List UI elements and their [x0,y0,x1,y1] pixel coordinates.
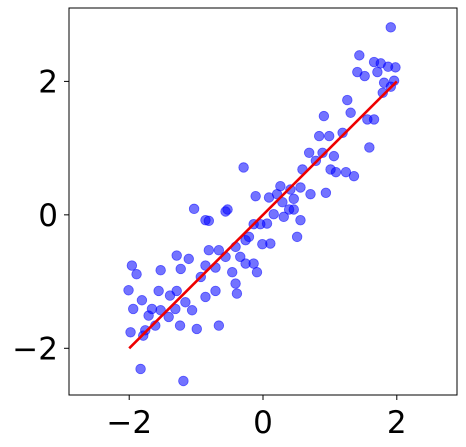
data-point [213,245,225,256]
data-point [231,288,243,299]
y-tick-label: 0 [38,198,58,234]
data-point [305,188,316,200]
data-point [175,263,186,275]
data-point [131,269,142,280]
data-point [186,305,198,316]
data-point [136,295,148,306]
data-point [188,203,200,215]
data-point [342,94,353,106]
data-point [295,214,306,226]
data-point [126,260,138,271]
data-point [170,303,181,315]
data-point [230,278,241,289]
data-point [178,375,189,387]
data-point [123,285,134,296]
data-point [288,204,299,215]
data-point [135,363,146,375]
data-point [268,208,279,220]
data-point [295,182,306,193]
data-point [203,215,215,227]
regression-line-layer [128,80,398,350]
data-point [248,258,259,269]
data-point [324,130,335,142]
data-point [203,245,215,256]
scatter-points [123,22,401,387]
x-axis-ticks: −2 0 2 [106,395,407,441]
data-point [213,320,225,331]
data-point [125,327,136,338]
data-point [390,62,401,73]
data-point [288,193,299,205]
data-point [243,231,255,243]
data-point [372,66,383,78]
data-point [265,238,276,249]
data-point [291,231,303,243]
data-point [328,150,340,162]
data-point [155,305,166,316]
data-point [171,285,182,297]
data-point [277,196,288,208]
x-tick-label: 2 [387,405,407,441]
y-axis-ticks: −2 0 2 [12,64,69,367]
data-point [348,170,360,182]
data-point [278,211,289,223]
data-point [155,265,166,276]
data-point [377,87,388,98]
data-point [263,192,275,203]
data-point [174,320,186,331]
regression-line [128,80,398,350]
x-tick-label: −2 [106,405,152,441]
data-point [238,162,249,173]
data-point [385,22,396,33]
data-point [337,127,348,138]
data-point [354,50,365,61]
data-point [153,285,164,297]
data-point [171,250,182,261]
data-point [163,311,174,323]
data-point [191,323,202,335]
data-point [359,70,370,82]
data-point [128,303,139,315]
data-point [251,267,263,278]
data-point [318,110,330,122]
data-point [200,291,211,303]
data-point [317,147,328,158]
data-point [330,166,342,178]
data-point [222,204,233,215]
data-point [143,310,154,321]
data-point [303,147,315,158]
data-point [368,114,380,125]
data-point [250,190,261,202]
data-point [313,130,325,142]
data-point [285,184,296,195]
data-point [200,260,211,271]
data-point [227,267,238,278]
y-tick-label: 2 [38,64,58,100]
data-point [320,187,332,199]
data-point [183,253,194,265]
data-point [255,218,266,230]
data-point [180,297,191,308]
x-tick-label: 0 [253,405,273,441]
y-tick-label: −2 [12,331,58,367]
data-point [345,107,356,118]
data-point [210,285,221,297]
data-point [364,142,375,153]
